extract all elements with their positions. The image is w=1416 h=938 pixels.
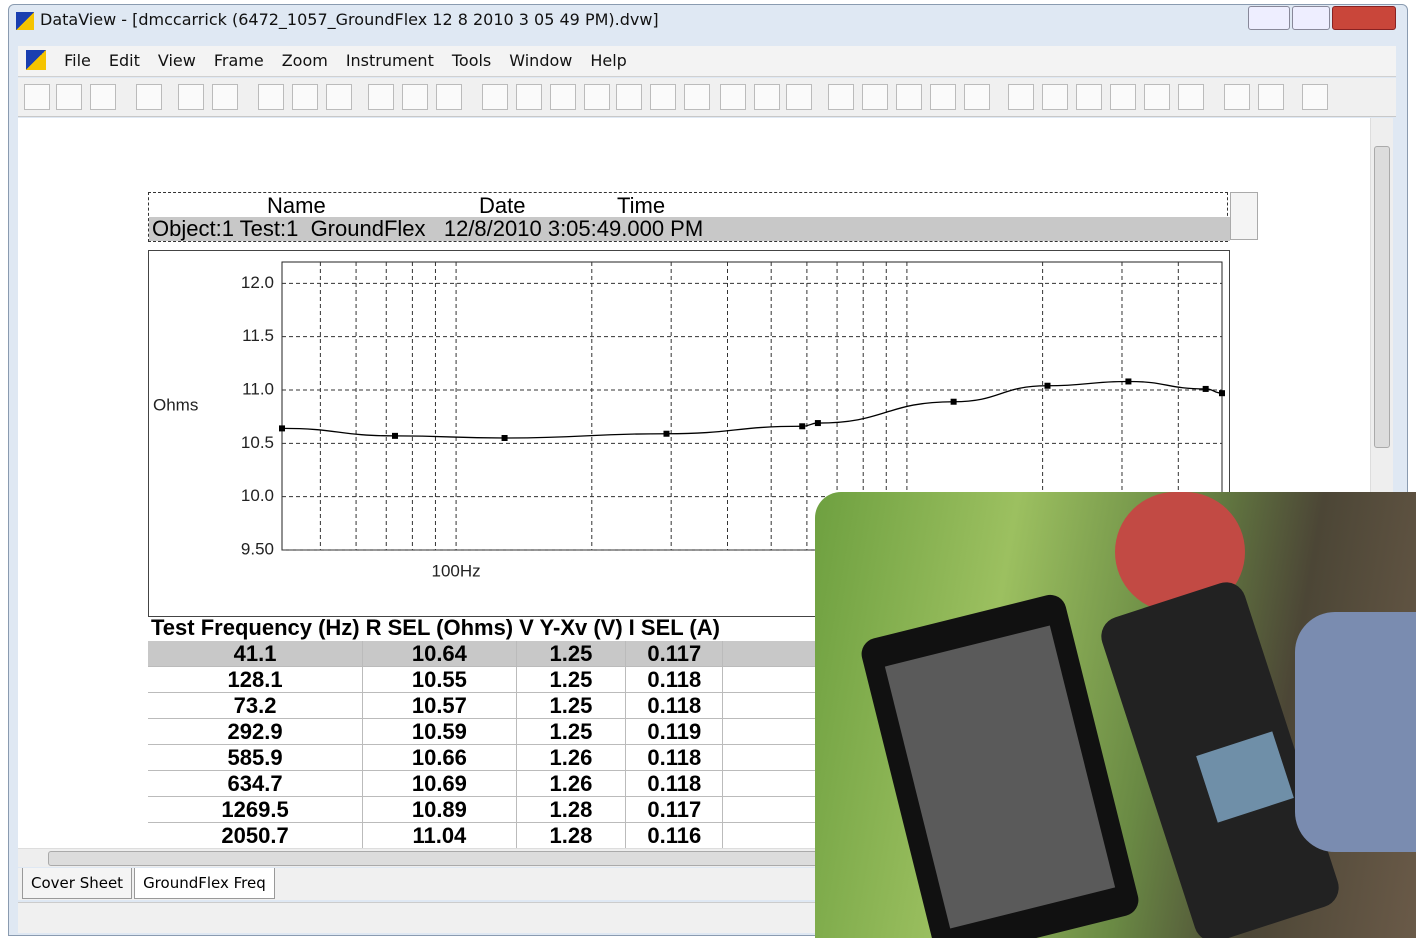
data-point — [815, 420, 821, 426]
header-table: Name Date Time Object:1 Test:1 GroundFle… — [148, 192, 1228, 242]
app-screen: {"window": {"title": "DataView - [dmccar… — [0, 0, 1416, 938]
data-point — [951, 399, 957, 405]
y-tick-label: 9.50 — [241, 539, 274, 558]
data-point — [663, 431, 669, 437]
table-cell: 0.117 — [626, 641, 723, 667]
table-cell: 1.26 — [516, 745, 626, 771]
table-cell: 10.57 — [363, 693, 517, 719]
table-cell: 634.7 — [148, 771, 363, 797]
table-cell: 1.28 — [516, 823, 626, 849]
y-tick-label: 10.5 — [241, 433, 274, 452]
header-row: Object:1 Test:1 GroundFlex 12/8/2010 3:0… — [149, 217, 1230, 241]
y-tick-label: 11.5 — [242, 326, 274, 345]
glove-sleeve — [1295, 612, 1416, 852]
y-tick-label: 11.0 — [242, 379, 274, 398]
y-tick-label: 12.0 — [241, 273, 274, 292]
table-cell: 10.66 — [363, 745, 517, 771]
table-cell: 1269.5 — [148, 797, 363, 823]
table-cell: 292.9 — [148, 719, 363, 745]
table-cell: 10.55 — [363, 667, 517, 693]
data-point — [279, 425, 285, 431]
table-cell: 1.25 — [516, 667, 626, 693]
table-cell: 11.04 — [363, 823, 517, 849]
x-tick-label: 100Hz — [432, 561, 481, 580]
data-point — [1219, 390, 1225, 396]
table-cell: 73.2 — [148, 693, 363, 719]
data-point — [392, 433, 398, 439]
table-cell: 1.25 — [516, 641, 626, 667]
table-cell: 41.1 — [148, 641, 363, 667]
table-cell: 0.118 — [626, 745, 723, 771]
table-cell: 585.9 — [148, 745, 363, 771]
data-point — [502, 435, 508, 441]
table-cell: 10.59 — [363, 719, 517, 745]
column-header: I SEL (A) — [626, 615, 723, 641]
table-cell: 0.116 — [626, 823, 723, 849]
y-axis-label: Ohms — [153, 395, 198, 414]
data-point — [799, 423, 805, 429]
table-cell: 0.118 — [626, 771, 723, 797]
spin-buttons[interactable] — [1230, 192, 1258, 240]
table-cell: 10.64 — [363, 641, 517, 667]
table-cell: 10.89 — [363, 797, 517, 823]
table-cell: 2050.7 — [148, 823, 363, 849]
tab[interactable]: GroundFlex Freq — [134, 868, 275, 899]
column-header: V Y-Xv (V) — [516, 615, 626, 641]
table-cell: 1.26 — [516, 771, 626, 797]
y-tick-label: 10.0 — [241, 486, 274, 505]
tab[interactable]: Cover Sheet — [22, 868, 132, 899]
table-cell: 1.25 — [516, 719, 626, 745]
table-cell: 0.118 — [626, 667, 723, 693]
data-point — [1045, 383, 1051, 389]
data-point — [1203, 386, 1209, 392]
column-header: R SEL (Ohms) — [363, 615, 517, 641]
table-cell: 0.119 — [626, 719, 723, 745]
table-cell: 128.1 — [148, 667, 363, 693]
table-cell: 0.118 — [626, 693, 723, 719]
table-cell: 1.28 — [516, 797, 626, 823]
table-cell: 10.69 — [363, 771, 517, 797]
table-cell: 1.25 — [516, 693, 626, 719]
data-point — [1125, 378, 1131, 384]
column-header: Test Frequency (Hz) — [148, 615, 363, 641]
photo-overlay — [815, 492, 1416, 938]
table-cell: 0.117 — [626, 797, 723, 823]
